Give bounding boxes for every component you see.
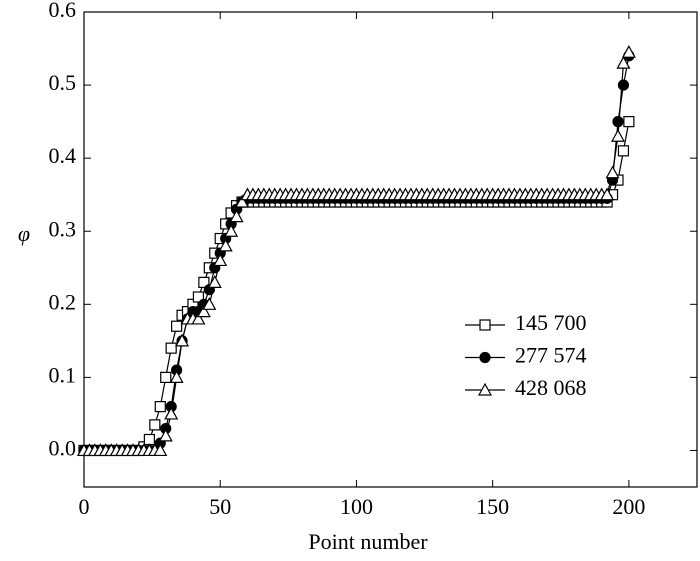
x-tick-label: 100: [340, 494, 373, 519]
legend-label: 277 574: [515, 343, 587, 368]
y-tick-label: 0.5: [49, 70, 77, 95]
marker-square: [171, 320, 183, 332]
legend-marker: [477, 382, 493, 396]
marker-circle: [617, 79, 630, 91]
legend-marker: [479, 351, 491, 364]
plot-frame: [83, 11, 698, 488]
marker-triangle: [235, 194, 250, 208]
y-axis-label: φ: [18, 221, 30, 246]
y-tick-label: 0.0: [49, 436, 77, 461]
marker-triangle: [621, 44, 636, 58]
marker-triangle: [175, 333, 190, 347]
legend-marker: [479, 319, 491, 331]
marker-square: [617, 145, 630, 157]
marker-triangle: [207, 275, 222, 288]
marker-triangle: [213, 253, 228, 267]
y-tick-label: 0.3: [49, 216, 77, 241]
marker-square: [165, 342, 177, 354]
marker-square: [154, 401, 166, 413]
x-axis-label: Point number: [308, 529, 428, 554]
marker-triangle: [196, 304, 211, 318]
legend-label: 428 068: [515, 375, 587, 400]
marker-square: [160, 371, 172, 383]
legend-label: 145 700: [515, 310, 587, 335]
y-tick-label: 0.1: [49, 362, 77, 387]
marker-triangle: [605, 165, 620, 179]
marker-triangle: [153, 443, 168, 457]
x-tick-label: 150: [476, 494, 509, 519]
y-tick-label: 0.2: [49, 289, 77, 314]
marker-triangle: [164, 406, 179, 420]
marker-triangle: [169, 370, 184, 383]
y-tick-label: 0.6: [49, 0, 77, 22]
marker-square: [192, 291, 205, 303]
marker-triangle: [616, 55, 631, 69]
marker-triangle: [229, 209, 244, 223]
marker-square: [149, 419, 161, 431]
x-tick-label: 0: [79, 494, 90, 519]
marker-circle: [612, 116, 624, 128]
marker-triangle: [610, 128, 626, 142]
y-tick-label: 0.4: [49, 143, 77, 168]
marker-square: [143, 433, 155, 446]
marker-triangle: [158, 428, 173, 442]
marker-square: [198, 276, 210, 288]
marker-triangle: [224, 223, 239, 237]
marker-triangle: [191, 311, 206, 325]
marker-square: [623, 116, 635, 128]
x-tick-label: 50: [209, 494, 231, 519]
marker-triangle: [218, 238, 233, 252]
x-tick-label: 200: [612, 494, 645, 519]
marker-triangle: [202, 297, 217, 310]
marker-triangle: [600, 187, 615, 201]
